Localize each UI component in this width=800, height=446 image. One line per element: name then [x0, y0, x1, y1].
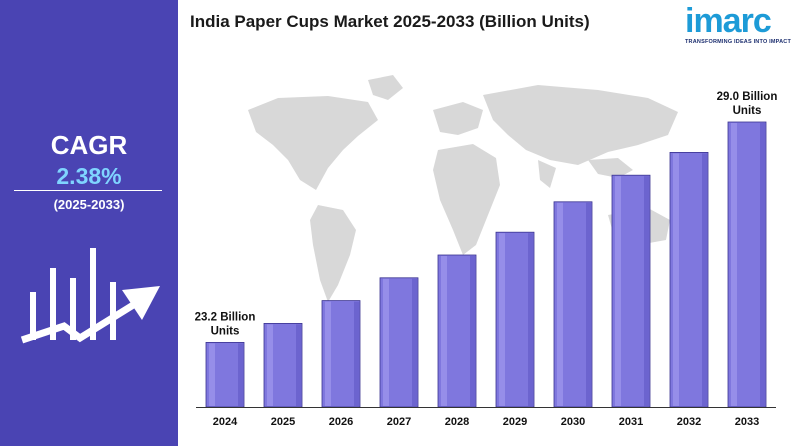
data-label-2024: 23.2 Billion Units [195, 311, 256, 337]
x-tick-2032: 2032 [677, 416, 701, 428]
x-tick-2025: 2025 [271, 416, 295, 428]
bar-2030 [553, 201, 593, 408]
x-tick-2031: 2031 [619, 416, 643, 428]
cagr-value: 2.38% [56, 163, 122, 189]
data-label-2033: 29.0 Billion Units [717, 91, 778, 117]
bar-2025 [263, 322, 303, 408]
bars-layer [205, 121, 767, 408]
chart-title: India Paper Cups Market 2025-2033 (Billi… [190, 12, 590, 31]
cagr-divider [14, 190, 162, 191]
cagr-panel: CAGR 2.38% (2025-2033) [0, 0, 178, 446]
x-tick-2026: 2026 [329, 416, 353, 428]
cagr-period: (2025-2033) [53, 197, 125, 212]
x-tick-2030: 2030 [561, 416, 585, 428]
logo-wordmark: imarc [685, 2, 772, 40]
x-tick-2029: 2029 [503, 416, 527, 428]
bar-2028 [437, 254, 477, 408]
bar-chart-canvas: 2024 2025 2026 2027 2028 2029 2030 2031 2032 2033… [195, 75, 778, 428]
bar-2026 [321, 300, 361, 408]
x-tick-2027: 2027 [387, 416, 411, 428]
x-tick-2028: 2028 [445, 416, 469, 428]
bar-2027 [379, 277, 419, 408]
bar-2032 [669, 152, 709, 408]
bar-2031 [611, 174, 651, 408]
bar-2024 [205, 341, 245, 408]
bar-chart: 2024 2025 2026 2027 2028 2029 2030 2031 2032 2033… [178, 40, 800, 446]
bar-2033 [727, 121, 767, 408]
x-tick-labels: 2024 2025 2026 2027 2028 2029 2030 2031 2032 2033 [213, 416, 759, 428]
x-tick-2024: 2024 [213, 416, 238, 428]
logo-tagline: TRANSFORMING IDEAS INTO IMPACT [685, 39, 792, 45]
x-tick-2033: 2033 [735, 416, 759, 428]
imarc-logo: imarc TRANSFORMING IDEAS INTO IMPACT [683, 2, 795, 48]
growth-chart-icon [20, 248, 160, 344]
bar-2029 [495, 231, 535, 408]
cagr-label: CAGR [50, 130, 128, 160]
data-annotations: 23.2 Billion Units 29.0 Billion Units [195, 91, 778, 337]
